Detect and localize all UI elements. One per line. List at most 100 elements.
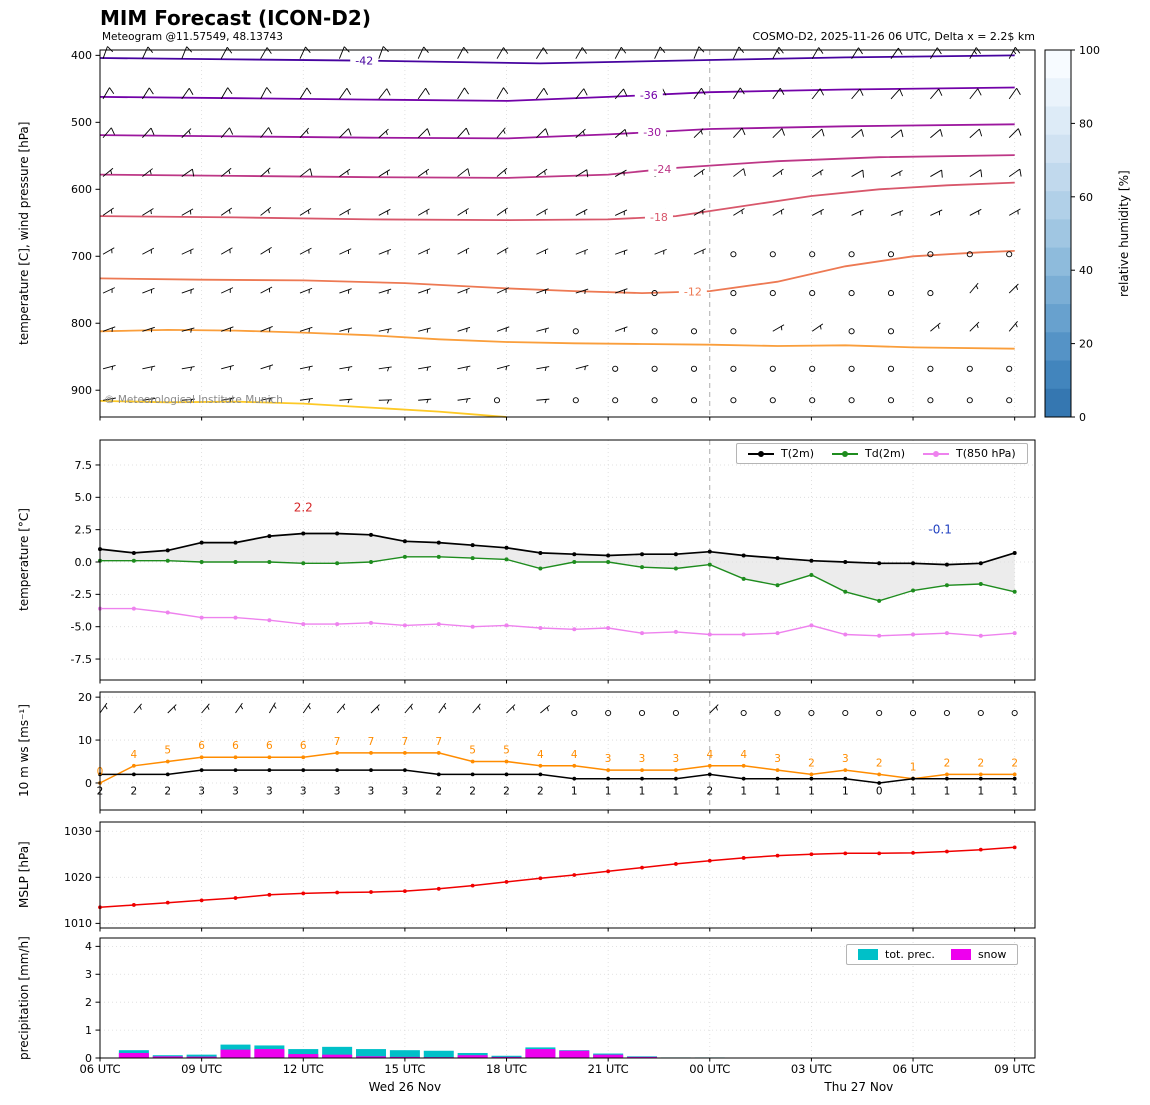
t850-line-sample [923,450,950,457]
svg-text:60: 60 [1079,191,1093,204]
axis-label-wind-speed: 10 m ws [ms⁻¹] [17,704,31,798]
t2m-line-sample [748,450,774,457]
svg-text:2: 2 [537,786,544,798]
svg-text:0.0: 0.0 [75,556,93,569]
svg-text:500: 500 [71,116,92,129]
svg-text:0: 0 [85,777,92,790]
svg-text:3: 3 [639,753,646,765]
svg-text:400: 400 [71,49,92,62]
x-axis-labels: 06 UTC 09 UTC 12 UTC 15 UTC 18 UTC 21 UTC 00 U… [79,1062,1035,1094]
svg-text:1: 1 [944,786,951,798]
svg-text:Thu 27 Nov: Thu 27 Nov [823,1080,893,1094]
svg-text:900: 900 [71,384,92,397]
svg-text:3: 3 [605,753,612,765]
model-run-info: COSMO-D2, 2025-11-26 06 UTC, Delta x = 2… [752,30,1035,43]
precipitation-legend: tot. prec. snow [846,944,1019,965]
panel-temperature: 2.2 -0.1 [98,501,1017,638]
svg-text:4: 4 [131,749,138,761]
svg-text:5.0: 5.0 [75,491,93,504]
svg-text:600: 600 [71,183,92,196]
svg-text:0: 0 [1079,411,1086,424]
svg-text:2: 2 [131,786,138,798]
svg-text:4: 4 [706,749,713,761]
panel-precipitation [118,1044,759,1058]
legend-item-snow: snow [950,948,1007,961]
svg-text:7.5: 7.5 [75,459,93,472]
svg-text:3: 3 [334,786,341,798]
svg-text:4: 4 [571,749,578,761]
svg-text:3: 3 [198,786,205,798]
temperature-legend: T(2m) Td(2m) T(850 hPa) [736,443,1028,464]
svg-text:09 UTC: 09 UTC [181,1062,222,1076]
svg-text:1: 1 [910,786,917,798]
legend-item-td2m: Td(2m) [832,447,905,460]
svg-text:4: 4 [537,749,544,761]
svg-text:1010: 1010 [64,917,92,930]
svg-text:20: 20 [1079,338,1093,351]
svg-text:1: 1 [605,786,612,798]
svg-text:6: 6 [232,740,239,752]
svg-text:6: 6 [266,740,273,752]
svg-text:40: 40 [1079,264,1093,277]
svg-text:3: 3 [266,786,273,798]
svg-text:06 UTC: 06 UTC [79,1062,120,1076]
svg-text:-24: -24 [653,163,671,176]
svg-text:0: 0 [85,1052,92,1065]
svg-text:-7.5: -7.5 [71,653,92,666]
axis-label-temperature: temperature [°C] [17,508,31,612]
snow-swatch [950,949,971,960]
svg-text:80: 80 [1079,117,1093,130]
svg-text:1: 1 [571,786,578,798]
panel-frames: 4005006007008009007.55.02.50.0-2.5-5.0-7… [64,49,1036,1065]
svg-text:2: 2 [944,757,951,769]
svg-text:800: 800 [71,317,92,330]
svg-text:2: 2 [469,786,476,798]
svg-text:2: 2 [808,757,815,769]
watermark: © Meteorological Institute Munich [104,394,283,406]
svg-text:3: 3 [673,753,680,765]
svg-text:4: 4 [85,940,92,953]
svg-text:700: 700 [71,250,92,263]
td2m-legend-label: Td(2m) [865,447,906,460]
svg-text:6: 6 [300,740,307,752]
svg-text:5: 5 [164,745,171,757]
svg-text:10: 10 [78,734,92,747]
svg-text:2.2: 2.2 [294,501,313,515]
svg-text:1030: 1030 [64,825,92,838]
svg-text:-0.1: -0.1 [928,523,951,537]
snow-legend-label: snow [977,948,1007,961]
svg-text:3: 3 [774,753,781,765]
svg-text:7: 7 [402,736,409,748]
tot-prec-swatch [858,949,878,960]
svg-text:-2.5: -2.5 [71,588,92,601]
axis-label-pressure-wind: temperature [C], wind pressure [hPa] [17,121,31,346]
axis-label-precipitation: precipitation [mm/h] [17,936,31,1060]
svg-text:3: 3 [368,786,375,798]
svg-text:3: 3 [842,753,849,765]
svg-text:2: 2 [435,786,442,798]
page-title: MIM Forecast (ICON-D2) [100,6,371,30]
legend-item-t850: T(850 hPa) [923,447,1016,460]
svg-text:1: 1 [85,1024,92,1037]
svg-text:1: 1 [910,762,917,774]
svg-text:7: 7 [435,736,442,748]
humidity-colorbar: 0 20 40 60 80 100 [1044,44,1100,424]
svg-text:1: 1 [1011,786,1018,798]
svg-text:100: 100 [1079,44,1100,57]
svg-text:4: 4 [740,749,747,761]
svg-text:3: 3 [232,786,239,798]
svg-text:2.5: 2.5 [75,523,93,536]
svg-text:09 UTC: 09 UTC [994,1062,1035,1076]
tot-prec-legend-label: tot. prec. [885,948,935,961]
t2m-legend-label: T(2m) [781,447,815,460]
svg-text:1: 1 [639,786,646,798]
axis-label-mslp: MSLP [hPa] [17,841,31,909]
svg-text:21 UTC: 21 UTC [588,1062,629,1076]
svg-text:1: 1 [842,786,849,798]
svg-text:12 UTC: 12 UTC [283,1062,324,1076]
svg-text:7: 7 [334,736,341,748]
svg-text:00 UTC: 00 UTC [689,1062,730,1076]
svg-text:-12: -12 [684,286,702,299]
